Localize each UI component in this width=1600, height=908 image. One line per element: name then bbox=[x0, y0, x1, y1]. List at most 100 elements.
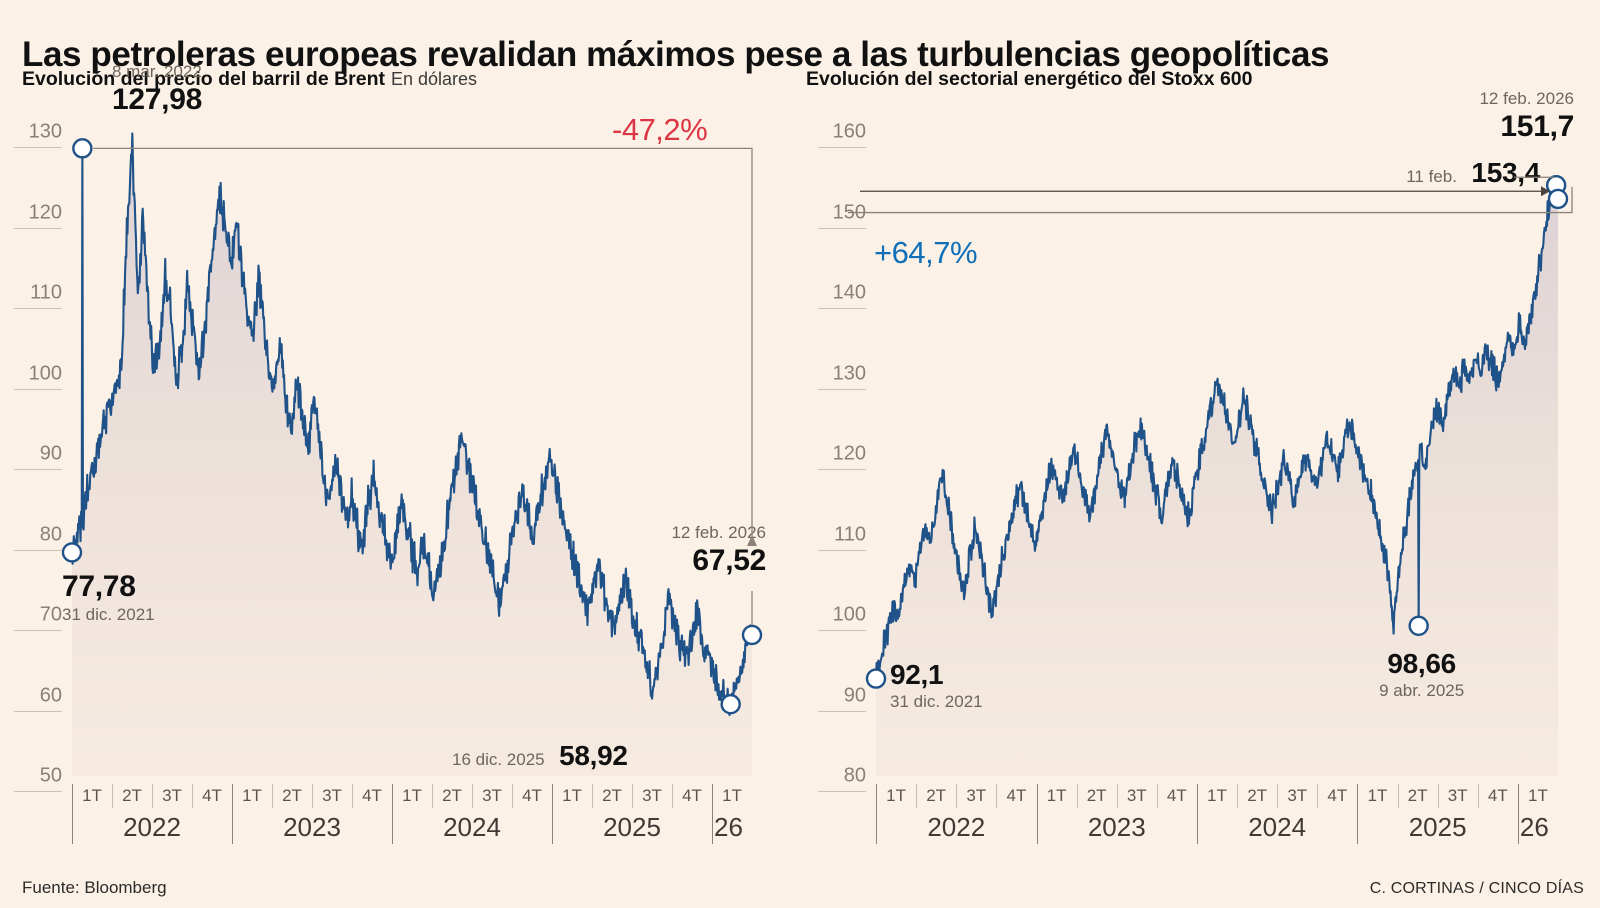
y-tick-line bbox=[14, 630, 62, 631]
change-pct: -47,2% bbox=[612, 112, 708, 148]
year-separator bbox=[392, 784, 393, 844]
y-tick-line bbox=[14, 469, 62, 470]
y-tick-line bbox=[14, 710, 62, 712]
year-separator bbox=[1517, 784, 1519, 844]
quarter-separator bbox=[112, 784, 113, 808]
quarter-label: 2T bbox=[602, 786, 622, 805]
quarter-label: 3T bbox=[482, 786, 502, 805]
year-label: 2022 bbox=[927, 812, 986, 842]
y-tick-line bbox=[818, 308, 866, 310]
year-label: 2025 bbox=[1408, 812, 1467, 842]
y-tick-line bbox=[14, 549, 62, 551]
quarter-separator bbox=[512, 784, 513, 808]
y-tick-label: 80 bbox=[39, 523, 62, 546]
end-value: 67,52 bbox=[692, 543, 766, 577]
y-tick-label: 130 bbox=[832, 362, 866, 385]
quarter-label: 4T bbox=[522, 786, 542, 805]
y-tick-line bbox=[818, 388, 866, 390]
quarter-separator bbox=[272, 784, 273, 808]
plot-right-marker-0 bbox=[865, 668, 887, 689]
quarter-label: 4T bbox=[1487, 786, 1508, 805]
y-tick-label: 140 bbox=[832, 281, 866, 304]
quarter-label: 3T bbox=[1447, 786, 1468, 805]
y-tick-label: 100 bbox=[28, 362, 62, 385]
y-tick-label: 110 bbox=[30, 281, 62, 304]
quarter-label: 2T bbox=[282, 786, 302, 805]
quarter-label: 3T bbox=[162, 786, 182, 805]
quarter-separator bbox=[1477, 784, 1479, 808]
year-label: 26 bbox=[1519, 812, 1549, 842]
peak-date: 8 mar. 2022 bbox=[112, 62, 202, 82]
quarter-label: 1T bbox=[1046, 786, 1067, 805]
quarter-label: 1T bbox=[1528, 786, 1548, 805]
quarter-label: 3T bbox=[1126, 786, 1147, 805]
y-tick-line bbox=[818, 630, 866, 631]
quarter-label: 1T bbox=[562, 786, 582, 805]
y-tick-label: 60 bbox=[39, 684, 62, 706]
y-tick-label: 70 bbox=[39, 603, 62, 626]
year-separator bbox=[712, 784, 713, 844]
quarter-label: 1T bbox=[82, 786, 102, 805]
quarter-label: 3T bbox=[642, 786, 662, 805]
left-chart-plot bbox=[0, 110, 790, 782]
y-tick-line bbox=[818, 710, 866, 712]
start-value: 77,78 bbox=[62, 570, 136, 604]
low-value: 98,66 bbox=[1387, 647, 1456, 679]
y-tick-line bbox=[818, 227, 866, 229]
quarter-separator bbox=[956, 784, 958, 808]
quarter-label: 2T bbox=[122, 786, 142, 805]
quarter-label: 3T bbox=[966, 786, 987, 805]
quarter-separator bbox=[1156, 784, 1158, 808]
y-tick-label: 120 bbox=[28, 201, 62, 224]
end-value: 151,7 bbox=[1500, 110, 1574, 144]
start-value: 92,1 bbox=[890, 658, 944, 690]
quarter-separator bbox=[1116, 784, 1118, 808]
y-tick-label: 50 bbox=[39, 764, 62, 787]
quarter-label: 1T bbox=[242, 786, 262, 805]
y-tick-line bbox=[14, 308, 62, 310]
right-chart-x-axis: 1T 2T 3T 4T 2022 1T 2T 3T 4T 2023 1T 2T 3T 4T 2024 1T 2T… bbox=[800, 782, 1600, 862]
quarter-separator bbox=[1277, 784, 1279, 808]
end-date: 12 feb. 2026 bbox=[1479, 89, 1574, 109]
quarter-separator bbox=[472, 784, 473, 808]
start-annotation: 92,1 31 dic. 2021 bbox=[890, 659, 983, 712]
quarter-separator bbox=[1237, 784, 1239, 808]
quarter-separator bbox=[1397, 784, 1399, 808]
y-tick-line bbox=[818, 147, 866, 149]
year-label: 2023 bbox=[1087, 812, 1146, 842]
quarter-label: 4T bbox=[362, 786, 382, 805]
right-chart-subtitle-text: Evolución del sectorial energético del S… bbox=[806, 68, 1253, 90]
quarter-label: 3T bbox=[322, 786, 342, 805]
quarter-label: 4T bbox=[682, 786, 702, 805]
quarter-label: 1T bbox=[1367, 786, 1388, 805]
y-tick-label: 160 bbox=[832, 120, 866, 143]
plot-left-svg bbox=[61, 132, 763, 777]
right-chart-panel: 80 90 100 110 120 130 140 150 160 12 feb. 2026 1… bbox=[800, 89, 1600, 792]
year-label: 2023 bbox=[283, 812, 341, 842]
plot-right-marker-3 bbox=[1547, 188, 1569, 210]
left-chart-panel: 50 60 70 80 90 100 110 120 130 8 mar. 2022 127,9… bbox=[0, 62, 790, 792]
y-tick-line bbox=[14, 227, 62, 229]
year-separator bbox=[72, 784, 73, 844]
change-pct: +64,7% bbox=[874, 234, 978, 270]
right-chart-subtitle: Evolución del sectorial energético del S… bbox=[806, 68, 1253, 91]
quarter-separator bbox=[996, 784, 998, 808]
source-label: Fuente: Bloomberg bbox=[22, 878, 167, 897]
peak-annotation: 8 mar. 2022 127,98 bbox=[112, 62, 202, 117]
left-chart-x-axis: 1T 2T 3T 4T 2022 1T 2T 3T 4T 2023 1T 2T 3T 4T 2024 1T 2T… bbox=[0, 782, 790, 862]
y-tick-line bbox=[14, 791, 62, 792]
quarter-separator bbox=[1437, 784, 1439, 808]
end-date: 12 feb. 2026 bbox=[671, 522, 766, 542]
y-tick-line bbox=[818, 791, 866, 792]
y-tick-label: 90 bbox=[843, 684, 866, 706]
y-tick-label: 80 bbox=[843, 764, 866, 787]
y-tick-label: 130 bbox=[28, 120, 62, 143]
y-tick-line bbox=[818, 549, 866, 551]
quarter-label: 4T bbox=[202, 786, 222, 805]
quarter-label: 1T bbox=[402, 786, 422, 805]
quarter-separator bbox=[632, 784, 633, 808]
end-annotation: 12 feb. 2026 67,52 bbox=[671, 523, 766, 578]
quarter-separator bbox=[312, 784, 313, 808]
quarter-separator bbox=[192, 784, 193, 808]
